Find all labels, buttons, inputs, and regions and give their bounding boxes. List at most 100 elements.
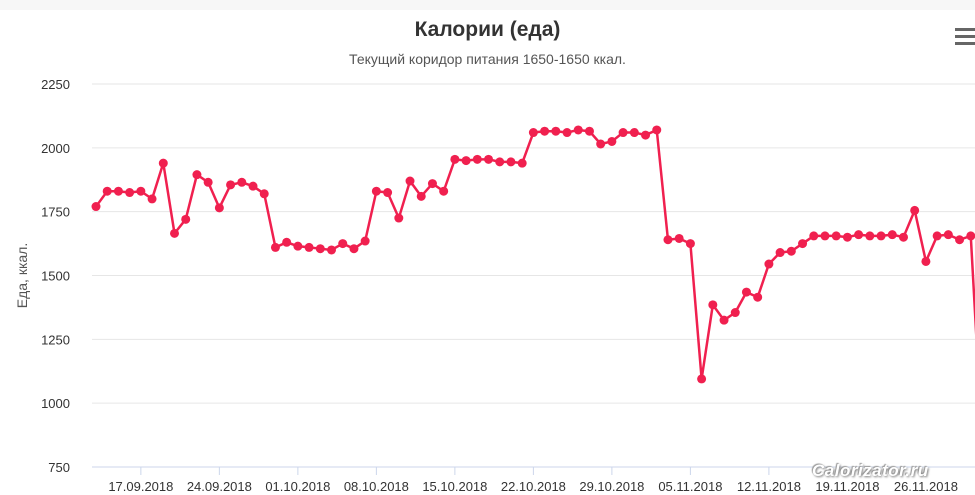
series-line [94,128,975,381]
y-tick-label: 1250 [41,332,70,347]
data-point [910,205,920,215]
data-point [921,256,931,266]
data-point [461,156,471,166]
data-point [966,231,975,241]
data-point [192,170,202,180]
data-point [708,300,718,310]
y-tick-label: 2000 [41,141,70,156]
data-point [416,191,426,201]
data-point [158,158,168,168]
data-point [102,186,112,196]
data-point [685,239,695,249]
x-tick-label: 26.11.2018 [894,479,958,494]
data-point [551,126,561,136]
data-point [741,287,751,297]
menu-line [955,28,975,31]
data-point [719,315,729,325]
data-point [562,128,572,138]
data-point [439,186,449,196]
data-point [113,186,123,196]
data-point [181,214,191,224]
data-point [517,158,527,168]
data-point [831,231,841,241]
data-point [528,128,538,138]
data-point [876,231,886,241]
data-point [540,126,550,136]
data-point [136,186,146,196]
data-point [820,231,830,241]
chart-subtitle: Текущий коридор питания 1650-1650 ккал. [349,51,626,67]
data-point [405,176,415,186]
data-point [383,188,393,198]
data-point [259,189,269,199]
data-point [854,230,864,240]
menu-line [955,42,975,45]
data-point [798,239,808,249]
data-point [809,231,819,241]
watermark: Calorizator.ru [812,461,929,480]
data-point [214,203,224,213]
data-point [450,154,460,164]
data-point [91,202,101,212]
x-tick-label: 17.09.2018 [108,479,173,494]
data-point [697,374,707,384]
data-point [641,130,651,140]
data-point [652,125,662,135]
data-point [270,242,280,252]
x-tick-label: 29.10.2018 [579,479,644,494]
data-point [394,213,404,223]
data-point [753,292,763,302]
x-tick-label: 12.11.2018 [737,479,801,494]
y-tick-label: 1750 [41,205,70,220]
x-tick-label: 24.09.2018 [187,479,252,494]
data-point [506,157,516,167]
y-tick-label: 750 [48,460,70,475]
data-point [371,186,381,196]
data-point [203,177,213,187]
data-point [842,232,852,242]
data-point [282,237,292,247]
menu-line [955,35,975,38]
data-point [584,126,594,136]
data-point [427,179,437,189]
top-band [0,0,975,10]
data-point [338,239,348,249]
data-point [304,242,314,252]
data-point [327,245,337,255]
data-point [730,308,740,318]
data-point [147,194,157,204]
data-point [932,231,942,241]
x-tick-label: 15.10.2018 [422,479,487,494]
data-point [663,235,673,245]
data-point [887,230,897,240]
data-point [764,259,774,269]
x-tick-label: 22.10.2018 [501,479,566,494]
data-point [573,125,583,135]
data-point [170,228,180,238]
data-point [248,181,258,191]
x-tick-label: 01.10.2018 [265,479,330,494]
y-tick-label: 1000 [41,396,70,411]
data-point [472,154,482,164]
x-tick-label: 05.11.2018 [658,479,722,494]
data-point [607,136,617,146]
data-point [293,241,303,251]
data-point [226,180,236,190]
data-point [360,236,370,246]
hamburger-menu-icon[interactable] [955,28,975,48]
data-point [775,248,785,258]
data-point [629,128,639,138]
y-tick-label: 1500 [41,269,70,284]
data-point [315,244,325,254]
x-tick-label: 19.11.2018 [815,479,879,494]
data-point [125,188,135,198]
y-tick-label: 2250 [41,77,70,92]
data-point [943,230,953,240]
x-tick-label: 08.10.2018 [344,479,409,494]
data-point [237,177,247,187]
data-point [865,231,875,241]
data-point [786,246,796,256]
data-point [495,157,505,167]
data-point [955,235,965,245]
